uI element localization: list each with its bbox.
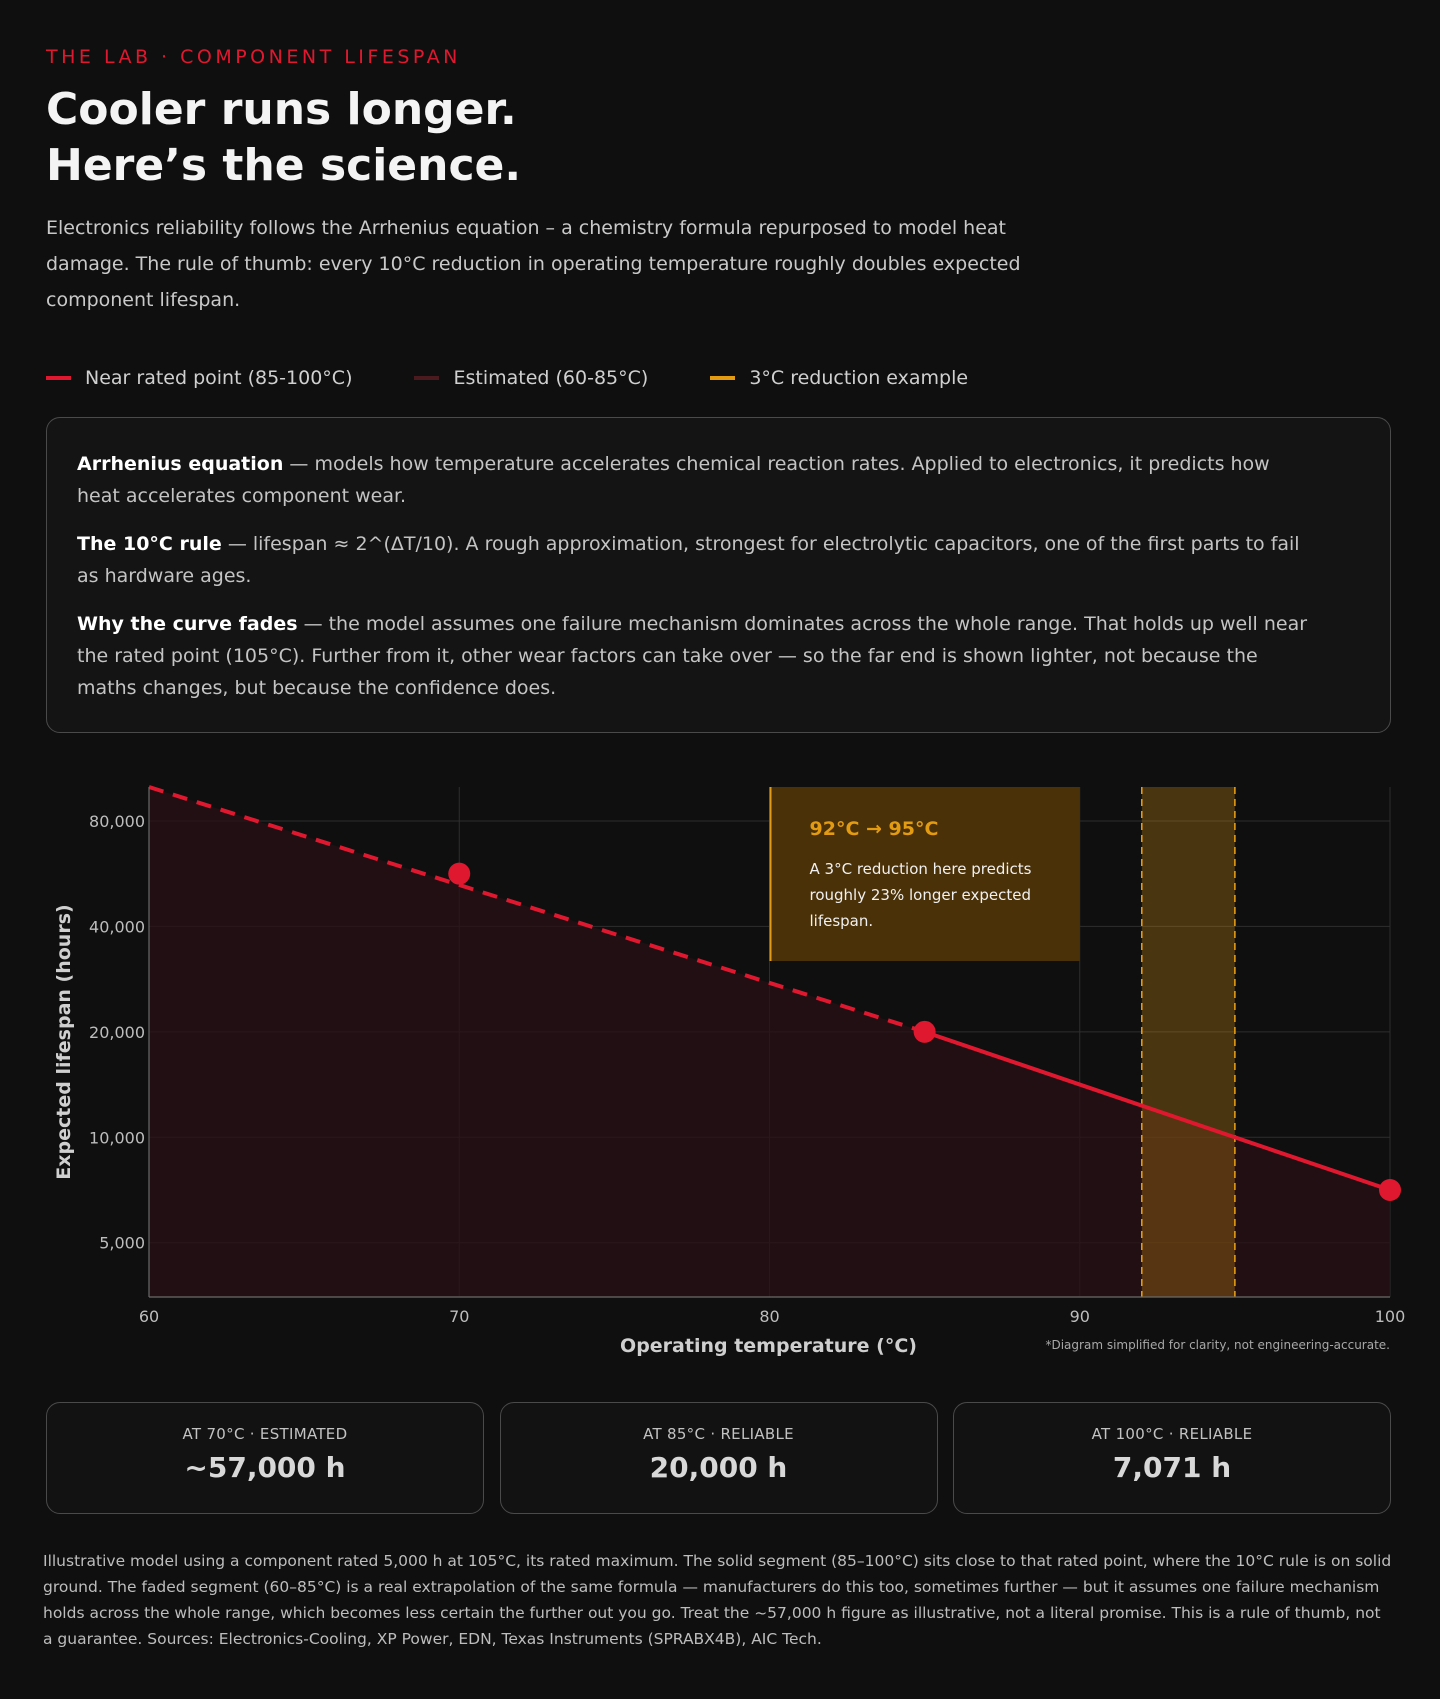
title-line-1: Cooler runs longer. [46, 84, 517, 135]
legend-swatch-reduction [710, 376, 736, 380]
x-tick-label: 60 [139, 1307, 159, 1326]
stat-card-value: 7,071 h [1112, 1451, 1232, 1484]
annotation-text-line: lifespan. [810, 912, 874, 930]
legend: Near rated point (85-100°C) Estimated (6… [46, 363, 1030, 393]
title-line-2: Here’s the science. [46, 140, 522, 191]
legend-label: Near rated point (85-100°C) [85, 367, 353, 389]
stat-card-85c: AT 85°C · RELIABLE 20,000 h [499, 1402, 938, 1514]
stat-card-100c: AT 100°C · RELIABLE 7,071 h [953, 1402, 1391, 1514]
stat-card-label: AT 100°C · RELIABLE [1091, 1425, 1253, 1443]
legend-swatch-rated [46, 376, 71, 380]
area-under-curve [149, 787, 1390, 1297]
stat-cards: AT 70°C · ESTIMATED ~57,000 h AT 85°C · … [46, 1402, 1391, 1514]
y-tick-label: 10,000 [89, 1128, 145, 1147]
x-tick-label: 70 [449, 1307, 469, 1326]
annotation-text-line: roughly 23% longer expected [810, 886, 1031, 904]
annotation-title: 92°C → 95°C [810, 818, 939, 840]
x-tick-label: 80 [759, 1307, 779, 1326]
info-text: — lifespan ≈ 2^(ΔT/10). A rough approxim… [77, 533, 1300, 587]
data-marker [1379, 1179, 1401, 1202]
series-estimated-line [148, 785, 926, 1034]
stat-card-label: AT 70°C · ESTIMATED [182, 1425, 348, 1443]
data-marker [913, 1020, 936, 1043]
info-term: Why the curve fades [77, 613, 298, 635]
info-text: — models how temperature accelerates che… [77, 453, 1270, 507]
axis-ticks: 60 70 80 90 100 5,000 10,000 20,000 40,000 80,000 [89, 812, 1405, 1326]
stat-card-70c: AT 70°C · ESTIMATED ~57,000 h [46, 1402, 484, 1514]
y-axis-label: Expected lifespan (hours) [53, 904, 75, 1179]
page-title: Cooler runs longer. Here’s the science. [46, 82, 521, 194]
eyebrow: THE LAB · COMPONENT LIFESPAN [46, 46, 461, 68]
data-marker [448, 862, 471, 885]
info-10c-rule: The 10°C rule — lifespan ≈ 2^(ΔT/10). A … [77, 528, 1317, 592]
info-arrhenius: Arrhenius equation — models how temperat… [77, 448, 1317, 512]
x-tick-label: 100 [1375, 1307, 1406, 1326]
x-axis-label: Operating temperature (°C) [620, 1335, 917, 1357]
stat-card-value: ~57,000 h [184, 1451, 346, 1484]
legend-item-reduction: 3°C reduction example [710, 367, 968, 389]
highlight-band [1141, 787, 1235, 1297]
legend-item-estimated: Estimated (60-85°C) [414, 367, 648, 389]
lifespan-chart: 60 70 80 90 100 5,000 10,000 20,000 40,000 80,000… [53, 785, 1405, 1357]
data-markers [448, 862, 1401, 1202]
stat-card-label: AT 85°C · RELIABLE [643, 1425, 794, 1443]
chart-footnote: *Diagram simplified for clarity, not eng… [1045, 1338, 1390, 1352]
y-tick-label: 40,000 [89, 917, 145, 936]
x-tick-label: 90 [1070, 1307, 1090, 1326]
y-tick-label: 20,000 [89, 1023, 145, 1042]
info-text: — the model assumes one failure mechanis… [77, 613, 1308, 699]
annotation-text-line: A 3°C reduction here predicts [810, 860, 1032, 878]
intro-paragraph: Electronics reliability follows the Arrh… [46, 217, 1021, 311]
y-tick-label: 5,000 [99, 1234, 145, 1253]
annotation-box [769, 787, 1080, 961]
series-rated-line [923, 1029, 1391, 1192]
legend-item-rated: Near rated point (85-100°C) [46, 367, 352, 389]
legend-swatch-estimated [414, 376, 440, 380]
footer-note: Illustrative model using a component rat… [43, 1552, 1392, 1648]
info-curve-fades: Why the curve fades — the model assumes … [77, 608, 1317, 704]
info-term: The 10°C rule [77, 533, 222, 555]
legend-label: Estimated (60-85°C) [453, 367, 649, 389]
info-term: Arrhenius equation [77, 453, 284, 475]
y-tick-label: 80,000 [89, 812, 145, 831]
info-panel: Arrhenius equation — models how temperat… [46, 417, 1391, 733]
stat-card-value: 20,000 h [649, 1451, 788, 1484]
legend-label: 3°C reduction example [749, 367, 969, 389]
